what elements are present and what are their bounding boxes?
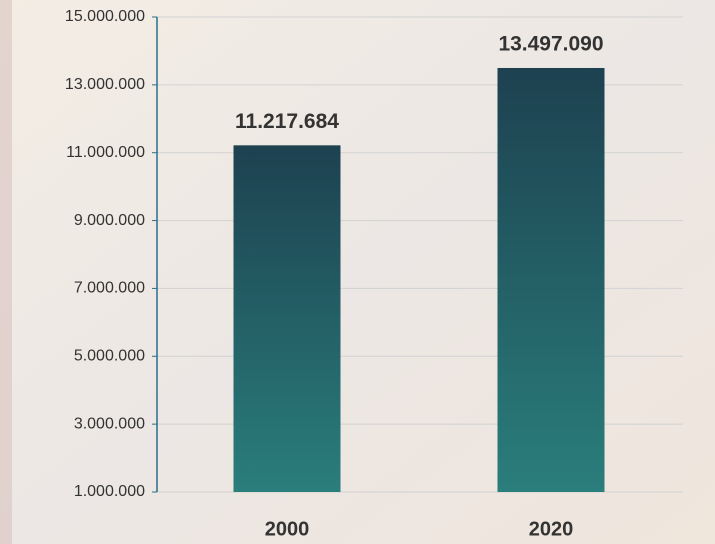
y-tick-label: 7.000.000 bbox=[74, 280, 145, 297]
bar bbox=[497, 67, 605, 493]
value-label: 11.217.684 bbox=[235, 110, 339, 133]
y-tick-label: 9.000.000 bbox=[74, 212, 145, 229]
bar bbox=[233, 145, 341, 492]
y-tick-label: 3.000.000 bbox=[74, 415, 145, 432]
y-tick-label: 13.000.000 bbox=[65, 76, 145, 93]
edge bbox=[0, 0, 12, 544]
x-tick-label: 2020 bbox=[529, 518, 574, 540]
y-tick-label: 1.000.000 bbox=[74, 483, 145, 500]
value-label: 13.497.090 bbox=[498, 33, 603, 56]
y-tick-label: 15.000.000 bbox=[65, 8, 145, 25]
x-tick-label: 2000 bbox=[265, 518, 310, 540]
y-tick-label: 11.000.000 bbox=[66, 144, 145, 161]
y-tick-label: 5.000.000 bbox=[74, 348, 145, 365]
